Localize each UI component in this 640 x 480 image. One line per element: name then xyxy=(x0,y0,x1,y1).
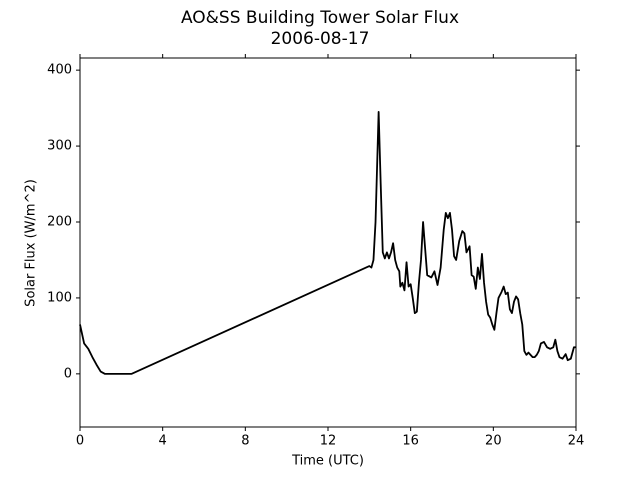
y-tick-label: 400 xyxy=(47,63,72,78)
x-tick-label: 0 xyxy=(76,434,84,449)
x-tick-label: 20 xyxy=(485,434,502,449)
x-tick-label: 24 xyxy=(568,434,585,449)
data-line xyxy=(79,111,576,375)
chart-subtitle: 2006-08-17 xyxy=(271,29,370,49)
y-axis-label: Solar Flux (W/m^2) xyxy=(24,179,39,307)
x-axis-label: Time (UTC) xyxy=(291,454,364,469)
y-tick-label: 300 xyxy=(47,139,72,154)
x-tick-label: 12 xyxy=(320,434,337,449)
x-tick-label: 8 xyxy=(241,434,249,449)
chart-title: AO&SS Building Tower Solar Flux xyxy=(181,8,459,28)
y-tick-label: 200 xyxy=(47,215,72,230)
y-tick-label: 100 xyxy=(47,290,72,305)
y-tick-label: 0 xyxy=(64,366,72,381)
x-tick-label: 16 xyxy=(402,434,419,449)
x-tick-label: 4 xyxy=(159,434,167,449)
plot-frame xyxy=(79,57,577,428)
